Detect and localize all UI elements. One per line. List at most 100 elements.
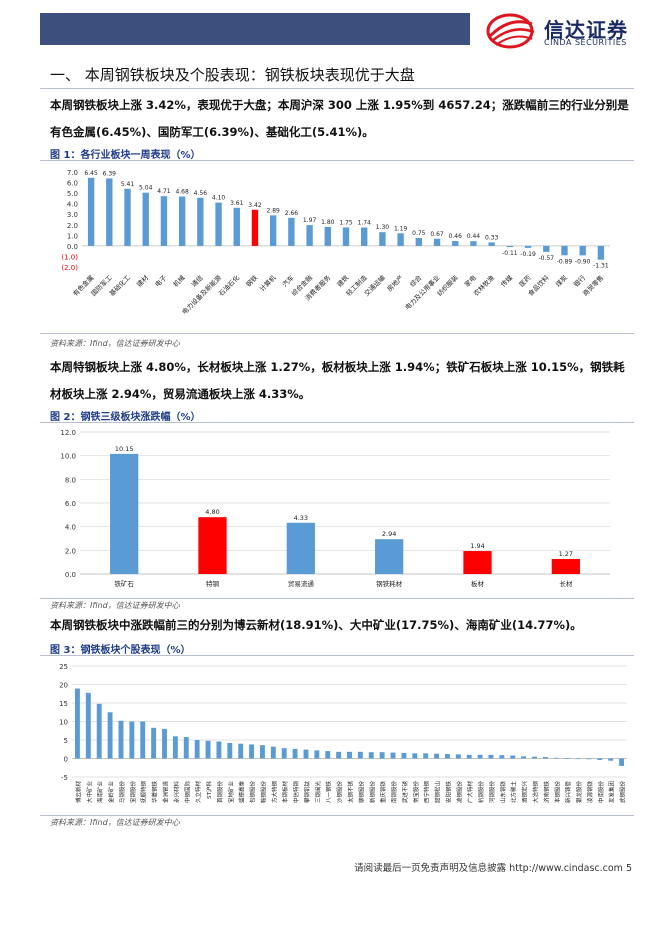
x-tick-label: 食品饮料: [526, 273, 551, 298]
paragraph-industry-summary: 本周钢铁板块上涨 3.42%，表现优于大盘；本周沪深 300 上涨 1.95%到…: [50, 98, 629, 139]
bar-综合: [415, 237, 423, 246]
bar-沙钢股份: [336, 751, 342, 759]
x-tick-label: 盛德鑫泰: [238, 781, 246, 804]
data-label: -0.90: [575, 258, 591, 265]
figure-2-source: 资料来源：Ifind，信达证券研发中心: [50, 601, 180, 610]
data-label: 4.56: [194, 190, 208, 197]
x-tick-label: 马钢股份: [118, 781, 126, 804]
x-tick-label: 中钢国际: [183, 781, 191, 804]
x-tick-label: 银龙股份: [575, 781, 583, 804]
bar-通信: [197, 197, 204, 246]
x-tick-label: 三钢闽光: [314, 781, 322, 804]
bar-新钢股份: [368, 752, 374, 759]
bar-建筑: [342, 227, 350, 246]
bar-久立特材: [194, 740, 200, 759]
x-tick-label: 宝地矿业: [227, 781, 235, 804]
x-tick-label: 大中矿业: [85, 781, 93, 804]
x-tick-label: 八一钢铁: [325, 781, 333, 804]
bar-传媒: [506, 245, 514, 248]
x-tick-label: 中信特钢: [292, 781, 300, 804]
data-label: 3.42: [248, 202, 262, 209]
data-label: 6.45: [84, 170, 98, 177]
logo-english-text: CINDA SECURITIES: [544, 38, 627, 47]
x-tick-label: 沙钢股份: [336, 781, 344, 804]
y-tick-label: 2.0: [65, 547, 76, 555]
y-tick-label: 0: [64, 756, 68, 764]
bar-常宝股份: [412, 753, 418, 759]
x-tick-label: 南钢股份: [390, 781, 398, 804]
y-tick-label: (2.0): [61, 264, 78, 272]
data-label: 3.61: [230, 200, 244, 207]
bar-太钢不锈: [347, 751, 352, 759]
figure-3-title: 图 3：钢铁板块个股表现（%）: [50, 645, 191, 656]
figure-1-title: 图 1：各行业板块一周表现（%）: [50, 150, 201, 161]
bar-河钢股份: [488, 754, 494, 759]
bar-纺织服装: [452, 241, 459, 246]
x-tick-label: 安阳钢铁: [444, 781, 452, 804]
bar-博云新材: [74, 688, 80, 759]
x-tick-label: 中南股份: [597, 781, 605, 804]
bar-食品饮料: [543, 245, 550, 252]
bar-华菱钢铁: [151, 727, 157, 759]
x-tick-label: 武进不锈: [401, 781, 409, 804]
data-label: 0.44: [467, 233, 481, 240]
x-tick-label: 汽车: [280, 273, 296, 289]
x-tick-label: 柳钢股份: [357, 781, 365, 804]
x-tick-label: 农林牧渔: [471, 273, 496, 298]
bar-柳钢股份: [357, 751, 363, 759]
x-tick-label: 太钢不锈: [347, 781, 355, 804]
x-tick-label: 凌源钢铁: [586, 781, 594, 804]
data-label: 4.68: [175, 188, 189, 195]
bar-韶钢松山: [434, 753, 440, 759]
bar-重庆钢铁: [379, 752, 385, 759]
bar-大中矿业: [85, 692, 91, 759]
y-tick-label: 7.0: [67, 169, 78, 177]
figure-3-top-rule: [40, 655, 634, 656]
steel-subsector-chart: 12.0 10.0 8.0 6.0 4.0 2.0 0.0 10.15 铁矿石 4.80 特钢 4.3…: [60, 429, 610, 588]
x-tick-label: 河钢股份: [488, 781, 496, 804]
bar-抚顺特钢: [140, 721, 146, 759]
data-label: 1.80: [321, 219, 335, 226]
bar-友发集团: [608, 758, 614, 761]
x-tick-label: 友发集团: [608, 781, 616, 804]
bar-宝地矿业: [227, 742, 233, 759]
bar-包钢股份: [249, 744, 255, 759]
y-tick-label: 0.0: [65, 571, 76, 579]
data-label: 4.80: [205, 508, 219, 516]
bar-北方稀土: [510, 755, 516, 759]
y-tick-label: 1.0: [67, 232, 78, 240]
bar-消费者服务: [324, 226, 331, 246]
logo-chinese-text: 信达证券: [544, 18, 628, 42]
figure-3-source: 资料来源：Ifind，信达证券研发中心: [50, 818, 180, 827]
bar-宝钢股份: [129, 721, 135, 759]
bar-凌钢股份: [455, 754, 461, 759]
data-label: 0.75: [412, 230, 426, 237]
section-title: 一、 本周钢铁板块及个股表现：钢铁板块表现优于大盘: [50, 66, 415, 84]
x-tick-label: 方大特钢: [270, 781, 278, 804]
x-tick-label: 钢铁耗材: [376, 579, 403, 588]
bar-商贸零售: [597, 245, 605, 260]
x-tick-label: 贸易流通: [288, 579, 315, 588]
bar-钢铁耗材: [375, 539, 404, 574]
bar-贸易流通: [286, 522, 315, 574]
x-tick-label: 本钢板材: [281, 781, 289, 804]
bar-特钢: [198, 517, 227, 574]
x-tick-label: 综合: [408, 273, 424, 289]
figure-1-top-rule: [40, 160, 634, 161]
data-label: 4.33: [294, 514, 308, 522]
y-tick-label: (1.0): [61, 253, 78, 261]
data-label: 0.33: [485, 234, 499, 241]
x-tick-label: 包钢股份: [249, 781, 257, 804]
figure-2-bottom-rule: [40, 598, 634, 599]
bar-首钢股份: [216, 741, 222, 759]
bar-济南钢铁: [542, 757, 548, 759]
bar-凌源钢铁: [586, 758, 592, 760]
company-logo: 信达证券 CINDA SECURITIES: [484, 12, 654, 50]
data-label: 0.46: [449, 233, 463, 240]
data-label: 4.10: [212, 195, 226, 202]
x-tick-label: 电子: [153, 273, 169, 289]
data-label: 1.94: [470, 542, 484, 550]
x-tick-label: 韶钢松山: [434, 781, 442, 803]
x-tick-label: 酒钢宏兴: [521, 781, 529, 804]
bar-煤炭: [561, 245, 568, 256]
